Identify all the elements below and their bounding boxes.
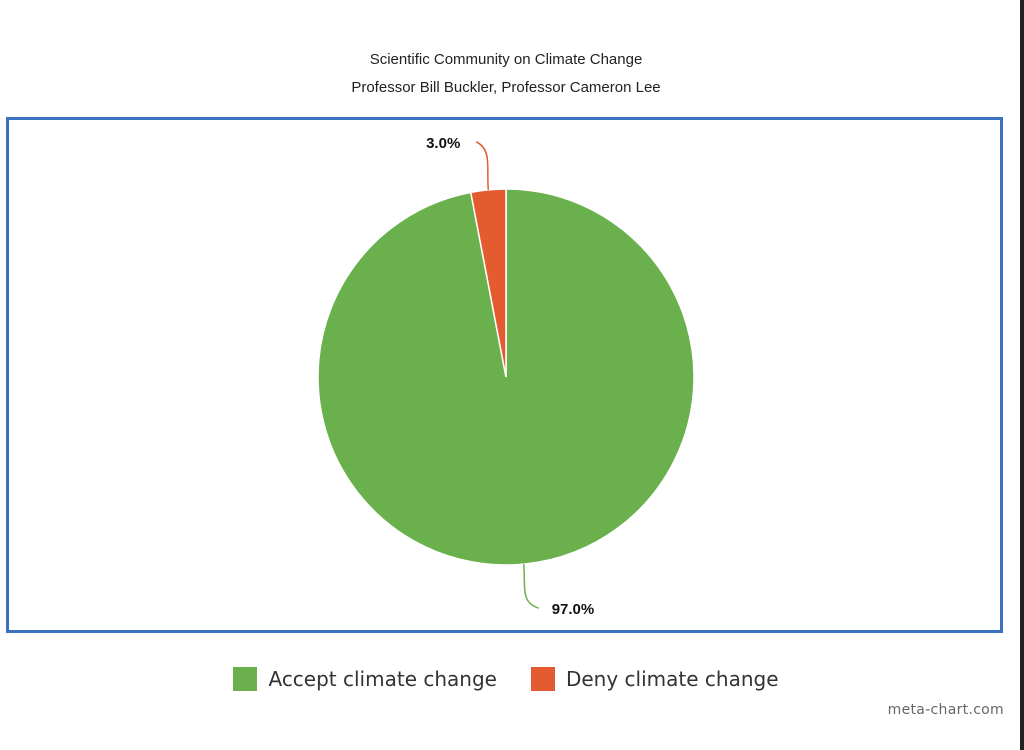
legend-label-deny: Deny climate change [565, 667, 779, 691]
data-label-deny: 3.0% [426, 135, 460, 152]
plot-area-frame [6, 117, 1003, 633]
legend-swatch-accept [233, 667, 258, 691]
label-connector-accept [522, 564, 539, 609]
legend-swatch-deny [530, 667, 555, 691]
credit-link[interactable]: meta-chart.com [887, 702, 1004, 718]
legend-item-accept[interactable]: Accept climate change [233, 667, 497, 691]
label-connector-deny [475, 141, 490, 190]
data-label-accept: 97.0% [552, 601, 595, 618]
legend-label-accept: Accept climate change [268, 667, 497, 691]
legend-item-deny[interactable]: Deny climate change [530, 667, 779, 691]
chart-subtitle: Professor Bill Buckler, Professor Camero… [351, 79, 661, 96]
chart-title: Scientific Community on Climate Change [369, 51, 643, 68]
pie-chart: 97.0% 3.0% [317, 135, 695, 618]
window-edge [1020, 0, 1024, 750]
chart-legend: Accept climate change Deny climate chang… [0, 667, 1012, 691]
